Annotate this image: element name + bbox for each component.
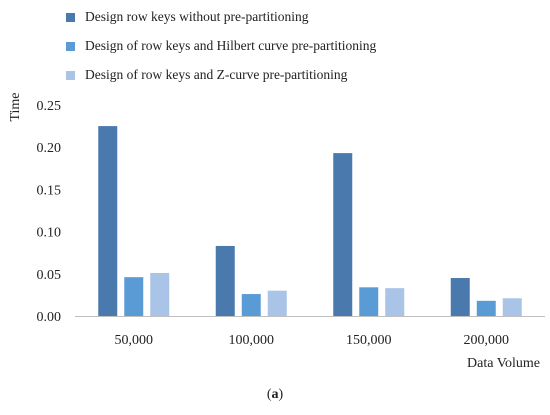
legend-label-series-1: Design row keys without pre-partitioning (85, 9, 309, 24)
bar (98, 126, 118, 316)
y-axis-label: Time (8, 92, 23, 121)
bar (333, 153, 353, 316)
bar (385, 288, 405, 316)
bar (124, 277, 144, 316)
y-tick-label: 0.10 (37, 226, 62, 241)
caption-letter: a (271, 387, 279, 402)
bar (241, 294, 261, 316)
x-axis-label: Data Volume (467, 356, 540, 371)
legend-label-series-3: Design of row keys and Z-curve pre-parti… (85, 67, 348, 82)
bar (359, 287, 379, 316)
bar (476, 300, 496, 316)
bar (502, 298, 522, 316)
legend: Design row keys without pre-partitioning… (66, 6, 376, 93)
figure-caption: (a) (266, 387, 284, 402)
bar (215, 245, 235, 316)
x-tick-label: 200,000 (464, 333, 510, 348)
bar (267, 290, 287, 316)
x-tick-label: 50,000 (115, 333, 154, 348)
y-tick-label: 0.00 (37, 310, 62, 325)
y-tick-label: 0.25 (37, 99, 62, 114)
legend-label-series-2: Design of row keys and Hilbert curve pre… (85, 38, 377, 53)
legend-swatch-series-2 (66, 41, 75, 51)
bar (450, 278, 470, 316)
legend-item-series-1: Design row keys without pre-partitioning (66, 6, 376, 28)
y-tick-label: 0.15 (37, 183, 62, 198)
bar (150, 272, 170, 316)
legend-swatch-series-3 (66, 70, 75, 80)
legend-item-series-3: Design of row keys and Z-curve pre-parti… (66, 64, 376, 86)
y-tick-label: 0.05 (37, 268, 62, 283)
legend-item-series-2: Design of row keys and Hilbert curve pre… (66, 35, 376, 57)
x-tick-label: 150,000 (346, 333, 392, 348)
y-tick-label: 0.20 (37, 141, 62, 156)
legend-swatch-series-1 (66, 12, 75, 22)
x-tick-label: 100,000 (229, 333, 275, 348)
